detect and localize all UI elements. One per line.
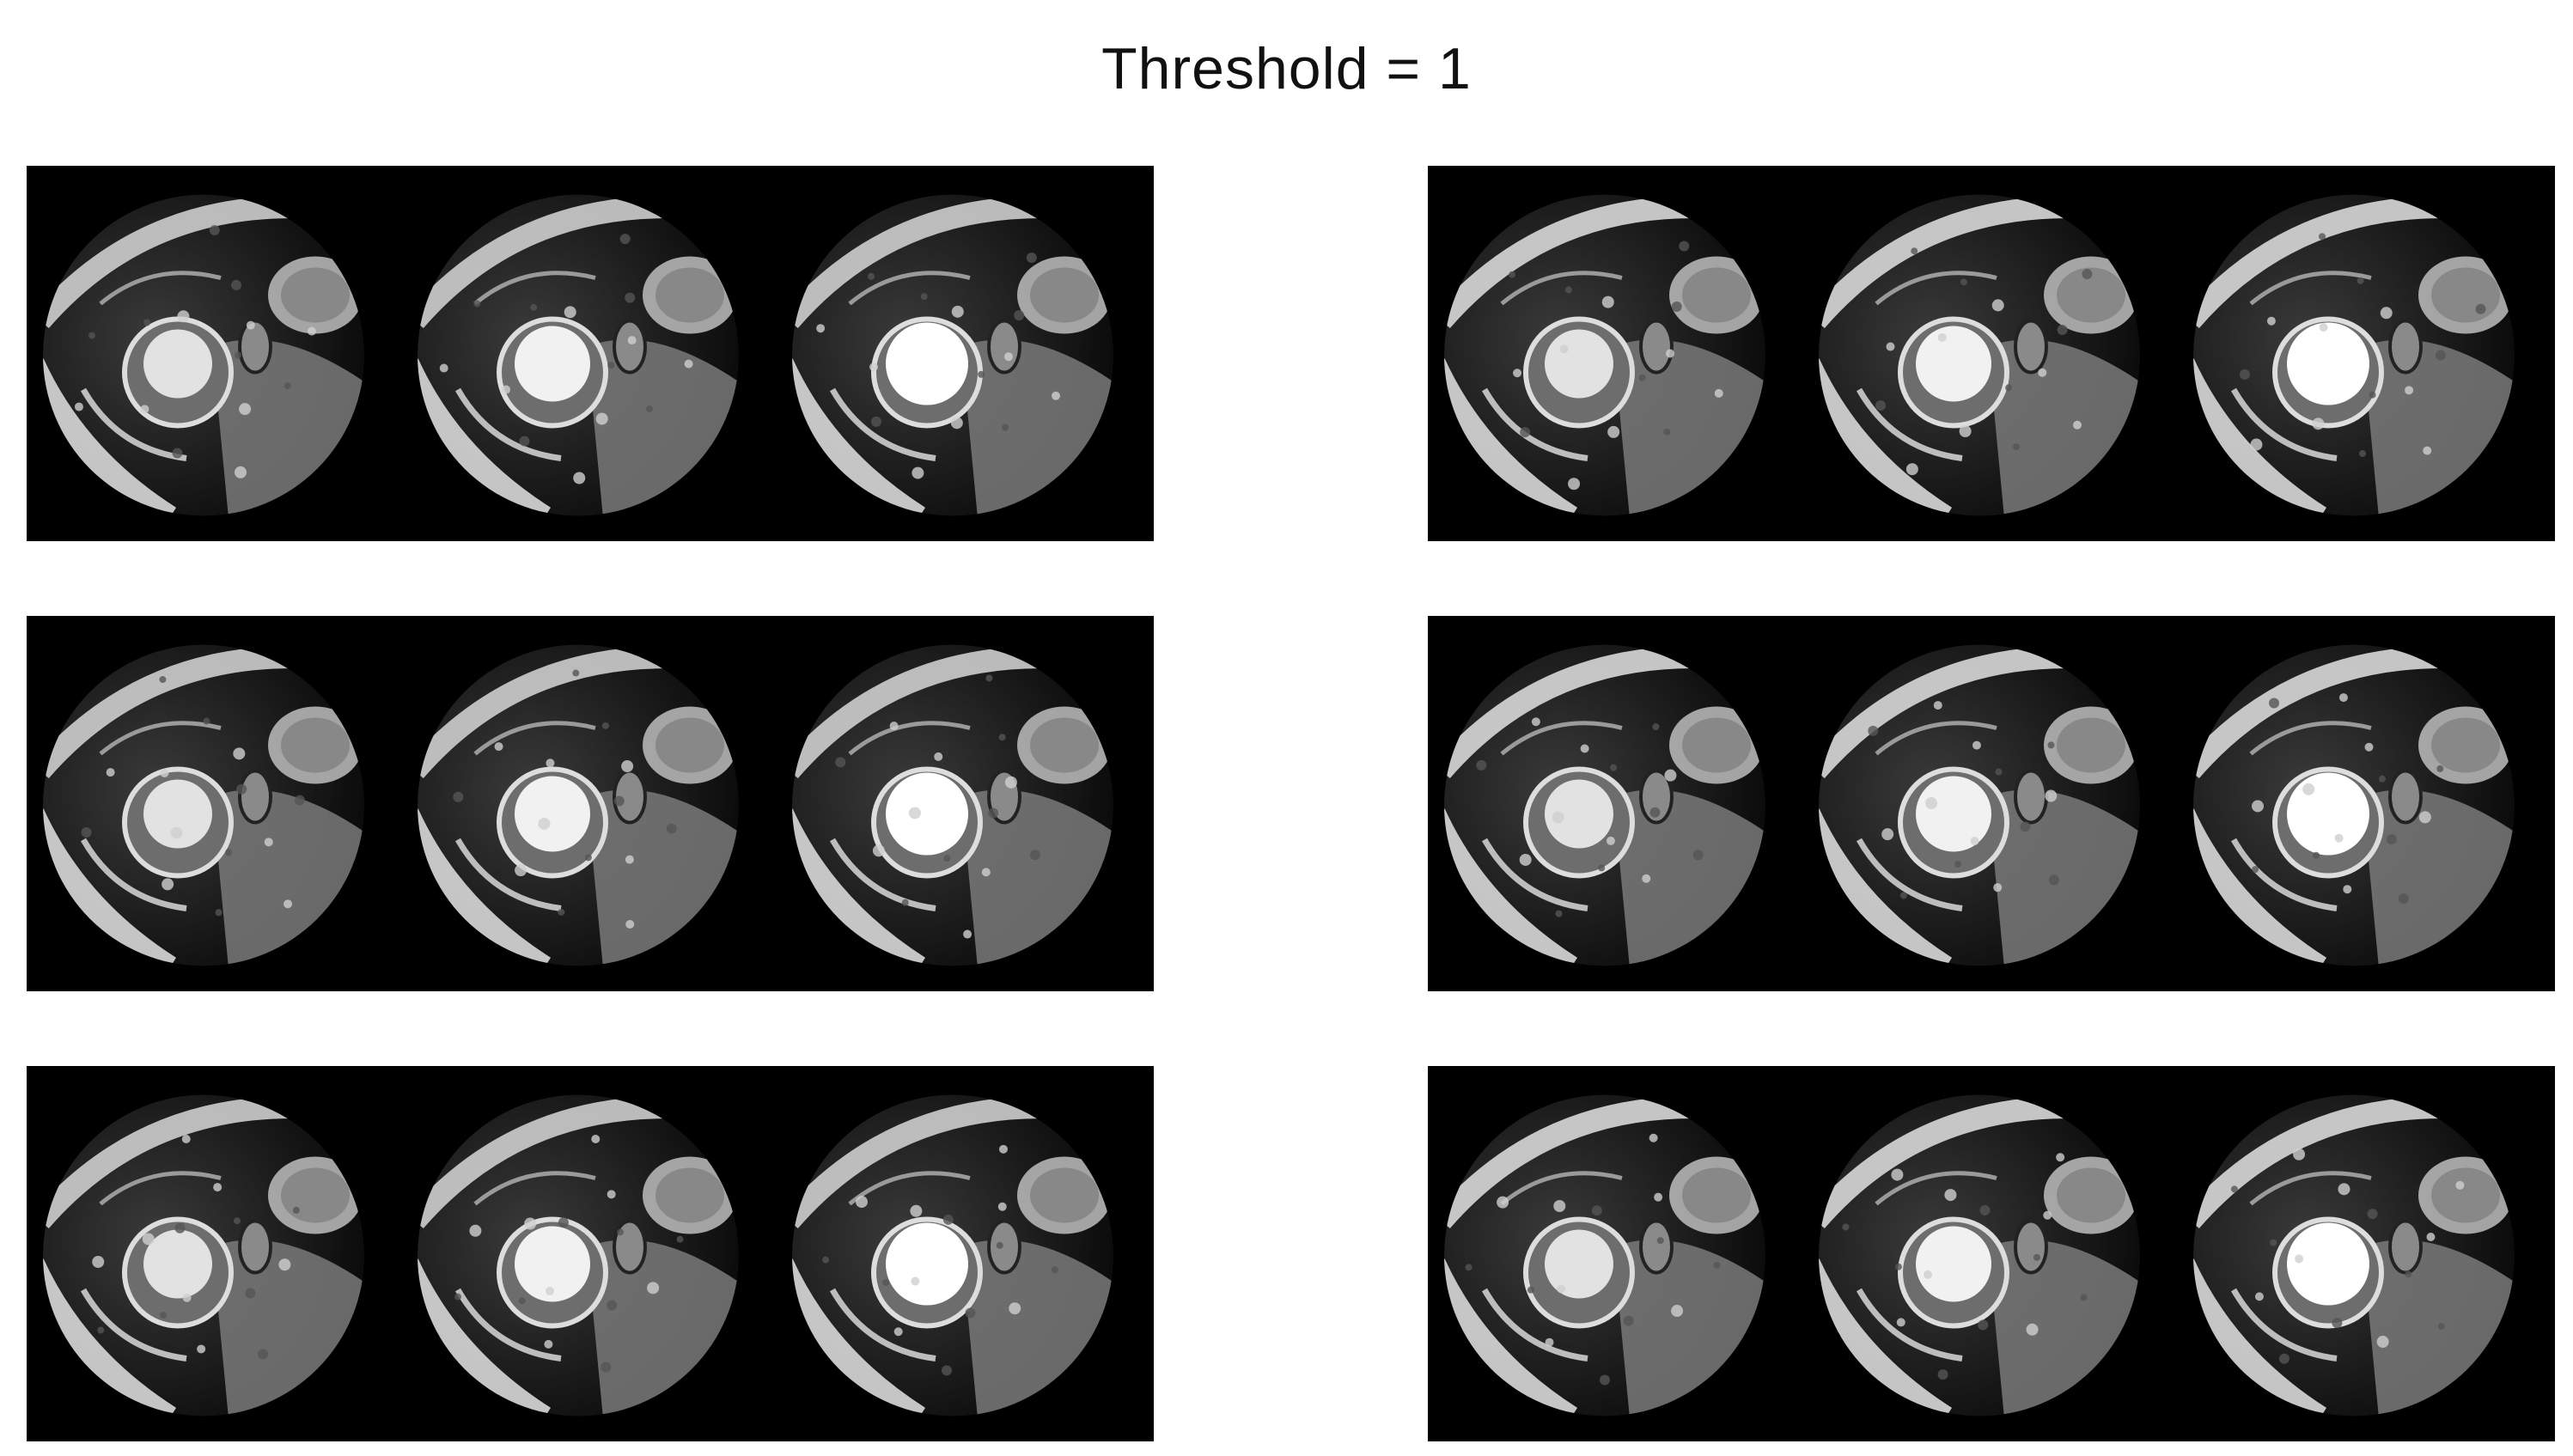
mri-slice	[1444, 644, 1765, 966]
mri-panel	[1428, 166, 2555, 541]
mri-panel-image	[43, 194, 1113, 516]
mri-slice	[43, 644, 364, 966]
mri-slice	[418, 644, 739, 966]
mri-slice	[1444, 194, 1765, 516]
mri-panel	[1428, 616, 2555, 991]
mri-slice	[418, 194, 739, 516]
mri-slice	[1819, 194, 2140, 516]
mri-panel-image	[43, 1094, 1113, 1416]
mri-panel	[27, 166, 1154, 541]
mri-slice	[1819, 1094, 2140, 1416]
mri-slice	[792, 1094, 1113, 1416]
mri-slice	[2193, 194, 2515, 516]
mri-panel-image	[1444, 644, 2515, 966]
mri-panel-image	[1444, 194, 2515, 516]
mri-slice	[2193, 1094, 2515, 1416]
mri-slice	[1819, 644, 2140, 966]
mri-panel	[1428, 1066, 2555, 1441]
mri-slice	[43, 1094, 364, 1416]
mri-panel	[27, 616, 1154, 991]
mri-slice	[2193, 644, 2515, 966]
mri-slice	[792, 194, 1113, 516]
mri-slice	[418, 1094, 739, 1416]
mri-panel	[27, 1066, 1154, 1441]
mri-slice	[792, 644, 1113, 966]
mri-panel-image	[1444, 1094, 2515, 1416]
mri-slice	[43, 194, 364, 516]
mri-panel-image	[43, 644, 1113, 966]
mri-slice	[1444, 1094, 1765, 1416]
figure-title: Threshold = 1	[1101, 36, 1472, 101]
